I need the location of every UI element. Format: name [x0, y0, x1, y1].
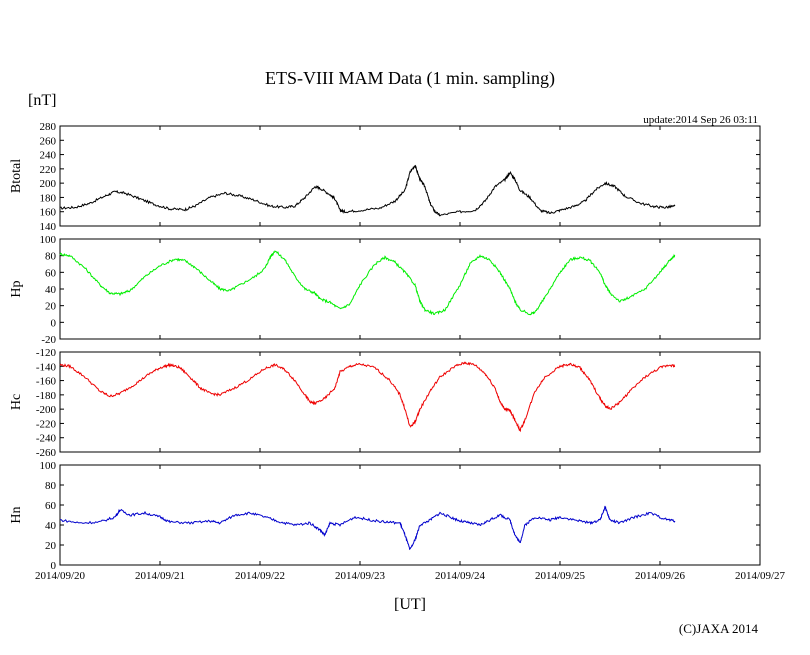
panel-label-hp: Hp	[9, 280, 24, 297]
panel-hc: -120 -140 -160 -180 -200 -220 -240 -260 Hc	[9, 347, 761, 459]
y-tick-label: 20	[45, 301, 57, 313]
y-tick-label: 200	[40, 178, 57, 190]
series-line-hn	[60, 505, 676, 551]
panel-hn: 100 80 60 40 20 0 Hn	[9, 460, 761, 572]
y-tick-label: 40	[45, 520, 57, 532]
y-tick-label: 220	[40, 164, 57, 176]
x-tick-label: 2014/09/22	[235, 570, 285, 582]
y-tick-label: 280	[40, 121, 57, 133]
x-tick-label: 2014/09/20	[35, 570, 86, 582]
panel-frame	[59, 125, 761, 227]
panel-label-btotal: Btotal	[9, 159, 24, 193]
y-tick-label: -240	[36, 433, 57, 445]
panel-hp: 100 80 60 40 20 0 -20 Hp	[9, 234, 761, 346]
x-tick-label: 2014/09/27	[735, 570, 786, 582]
y-tick-label: -120	[36, 347, 57, 359]
y-tick-label: 180	[40, 192, 57, 204]
y-tick-label: 60	[45, 500, 57, 512]
y-tick-label: 0	[51, 560, 57, 572]
panel-frame	[59, 351, 761, 453]
panel-frame	[59, 238, 761, 340]
x-tick-label: 2014/09/25	[535, 570, 586, 582]
y-tick-label: 260	[40, 135, 57, 147]
y-tick-label: -260	[36, 447, 57, 459]
y-tick-label: 60	[45, 267, 57, 279]
y-tick-label: 140	[40, 221, 57, 233]
y-tick-label: -180	[36, 390, 57, 402]
panels-layer: 280260240220200180160140Btotal1008060402…	[9, 121, 761, 572]
y-tick-label: 0	[51, 317, 57, 329]
credit-text: (C)JAXA 2014	[679, 621, 759, 636]
y-tick-label: -160	[36, 376, 57, 388]
x-tick-label: 2014/09/23	[335, 570, 386, 582]
y-tick-label: -20	[41, 334, 56, 346]
y-tick-label: 80	[45, 251, 57, 263]
x-tick-label: 2014/09/24	[435, 570, 486, 582]
panel-label-hn: Hn	[9, 506, 24, 523]
x-tick-label: 2014/09/26	[635, 570, 686, 582]
y-tick-label: -140	[36, 361, 57, 373]
panel-btotal: 280 260 240 220 200 180 160 140 Btotal	[9, 121, 761, 233]
y-tick-label: -220	[36, 418, 57, 430]
y-tick-label: 80	[45, 480, 57, 492]
x-unit-label: [UT]	[394, 596, 426, 613]
y-tick-label: 100	[40, 234, 57, 246]
x-axis-ticks: 2014/09/20 2014/09/21 2014/09/22 2014/09/23…	[35, 570, 786, 582]
series-line-hc	[59, 361, 676, 433]
y-tick-label: 100	[40, 460, 57, 472]
y-tick-label: 40	[45, 284, 57, 296]
series-line-btotal	[59, 164, 676, 217]
chart-title: ETS-VIII MAM Data (1 min. sampling)	[265, 68, 555, 89]
panel-label-hc: Hc	[9, 394, 24, 410]
update-timestamp: update:2014 Sep 26 03:11	[643, 114, 758, 126]
x-tick-label: 2014/09/21	[135, 570, 185, 582]
panel-frame	[59, 464, 761, 566]
y-tick-label: 20	[45, 540, 57, 552]
series-line-hp	[59, 250, 676, 316]
y-tick-label: -200	[36, 404, 57, 416]
y-unit-label: [nT]	[28, 92, 56, 109]
y-tick-label: 240	[40, 150, 57, 162]
y-tick-label: 160	[40, 207, 57, 219]
